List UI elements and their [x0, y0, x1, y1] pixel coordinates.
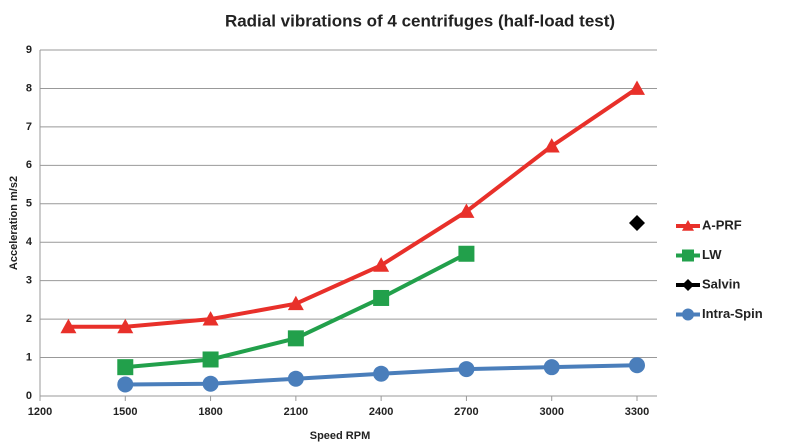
- marker: [543, 359, 560, 376]
- marker: [287, 370, 304, 387]
- marker: [373, 365, 390, 382]
- marker: [373, 257, 390, 272]
- legend-marker: [682, 279, 694, 291]
- y-tick-label: 2: [26, 313, 32, 325]
- x-axis-label: Speed RPM: [310, 430, 371, 442]
- marker: [629, 80, 645, 95]
- y-tick-label: 4: [26, 236, 33, 248]
- marker: [202, 351, 219, 368]
- y-tick-label: 6: [26, 159, 32, 171]
- legend-label: Salvin: [702, 276, 740, 291]
- marker: [458, 361, 475, 378]
- legend-marker: [682, 308, 694, 321]
- marker: [117, 359, 134, 376]
- marker: [458, 245, 475, 262]
- x-tick-label: 1500: [113, 406, 137, 418]
- marker: [287, 295, 304, 311]
- y-tick-label: 5: [26, 198, 32, 210]
- marker: [629, 357, 645, 374]
- y-tick-label: 3: [26, 275, 32, 287]
- marker: [287, 330, 304, 347]
- marker: [458, 203, 475, 218]
- x-tick-label: 1200: [28, 406, 52, 418]
- legend-label: A-PRF: [702, 217, 742, 232]
- series-line: [68, 86, 639, 329]
- y-tick-label: 9: [26, 44, 32, 56]
- legend-label: LW: [702, 247, 722, 262]
- series-line: [125, 251, 468, 370]
- x-tick-label: 2100: [284, 406, 308, 418]
- chart-title: Radial vibrations of 4 centrifuges (half…: [225, 11, 615, 30]
- x-tick-label: 2400: [369, 406, 393, 418]
- y-tick-label: 1: [26, 351, 32, 363]
- legend-label: Intra-Spin: [702, 306, 763, 321]
- x-tick-label: 2700: [454, 406, 478, 418]
- marker: [117, 318, 134, 334]
- x-tick-label: 3300: [625, 406, 649, 418]
- y-tick-label: 8: [26, 82, 32, 94]
- marker: [373, 289, 390, 306]
- marker: [202, 375, 219, 392]
- marker: [629, 215, 645, 231]
- marker: [117, 376, 134, 393]
- y-tick-label: 0: [26, 390, 32, 402]
- x-tick-label: 1800: [198, 406, 222, 418]
- marker: [543, 138, 560, 153]
- marker: [60, 318, 77, 334]
- y-tick-label: 7: [26, 121, 32, 133]
- legend-marker: [682, 249, 694, 262]
- x-tick-label: 3000: [539, 406, 563, 418]
- y-axis-label: Acceleration m/s2: [8, 176, 20, 270]
- marker: [202, 311, 219, 326]
- legend-marker: [682, 220, 694, 231]
